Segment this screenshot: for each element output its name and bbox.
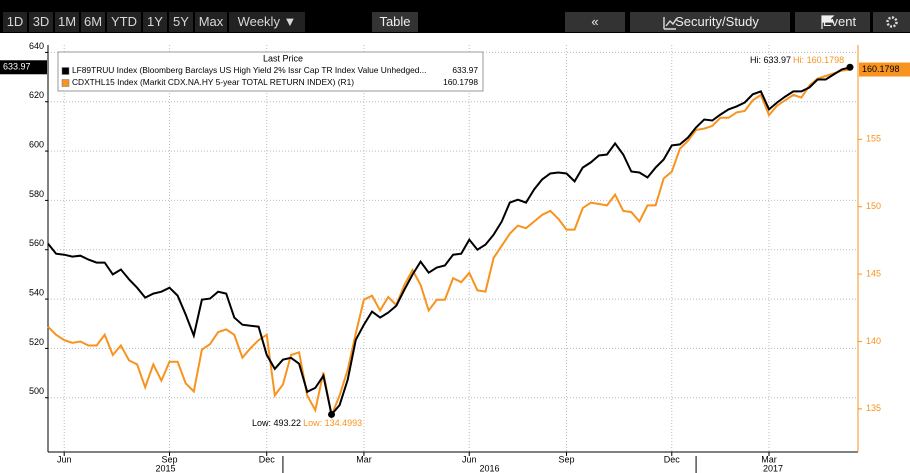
y-tick-label: 620 xyxy=(29,90,44,100)
y2-tick-label: 150 xyxy=(866,201,881,211)
range-button[interactable]: Max xyxy=(195,12,227,32)
legend-swatch xyxy=(61,67,70,75)
y-tick-label: 500 xyxy=(29,386,44,396)
y-tick-label: 600 xyxy=(29,139,44,149)
last-value: 633.97 xyxy=(3,62,31,72)
y-tick-label: 540 xyxy=(29,287,44,297)
low-label: Low: 134.4993 xyxy=(303,418,362,428)
legend xyxy=(57,51,484,92)
y-tick-label: 640 xyxy=(29,41,44,51)
last-value: 160.1798 xyxy=(862,64,900,74)
y-tick-label: 580 xyxy=(29,189,44,199)
low-label-prefix: Low: xyxy=(303,418,322,428)
low-label-value: 493.22 xyxy=(274,418,302,428)
high-label-value: 633.97 xyxy=(764,55,792,65)
high-label: Hi: 633.97 xyxy=(750,55,791,65)
range-button[interactable]: 5Y xyxy=(169,12,193,32)
x-tick-label: Dec xyxy=(259,454,276,464)
year-label: 2017 xyxy=(763,463,783,473)
range-button[interactable]: Weekly ▼ xyxy=(229,12,305,32)
legend-value: 633.97 xyxy=(452,65,478,75)
y2-tick-label: 140 xyxy=(866,336,881,346)
y2-tick-label: 155 xyxy=(866,134,881,144)
high-label: Hi: 160.1798 xyxy=(793,55,844,65)
year-label: 2016 xyxy=(479,463,499,473)
toolbar-button[interactable]: « xyxy=(565,12,625,32)
low-dot xyxy=(328,410,336,418)
high-dot xyxy=(846,63,854,71)
range-button[interactable]: 1Y xyxy=(143,12,167,32)
low-label: Low: 493.22 xyxy=(252,418,301,428)
x-tick-label: Dec xyxy=(664,454,681,464)
range-button[interactable]: 6M xyxy=(81,12,105,32)
x-tick-label: Sep xyxy=(558,454,574,464)
series-line xyxy=(47,68,851,420)
legend-title: Last Price xyxy=(263,53,303,63)
legend-label: CDXTHL15 Index (Markit CDX.NA.HY 5-year … xyxy=(72,77,354,87)
high-label-prefix: Hi: xyxy=(750,55,761,65)
y-tick-label: 560 xyxy=(29,238,44,248)
y2-tick-label: 135 xyxy=(866,403,881,413)
year-label: 2015 xyxy=(155,463,175,473)
y-tick-label: 520 xyxy=(29,337,44,347)
last-value-box xyxy=(859,62,910,77)
plot-area xyxy=(0,33,910,473)
range-button[interactable]: 1M xyxy=(55,12,79,32)
low-label-prefix: Low: xyxy=(252,418,271,428)
x-tick-label: Sep xyxy=(162,454,178,464)
range-button[interactable]: 1D xyxy=(3,12,27,32)
x-tick-label: Jun xyxy=(462,454,477,464)
legend-value: 160.1798 xyxy=(443,77,478,87)
last-value-box xyxy=(0,60,47,75)
x-tick-label: Jun xyxy=(57,454,72,464)
legend-swatch xyxy=(61,79,70,87)
y2-tick-label: 145 xyxy=(866,268,881,278)
toolbar: 1D 3D 1M 6M YTD 1Y 5Y Max Weekly ▼ Table «Security… xyxy=(0,0,910,33)
high-label-prefix: Hi: xyxy=(793,55,804,65)
range-button[interactable]: 3D xyxy=(29,12,53,32)
low-label-value: 134.4993 xyxy=(325,418,363,428)
high-label-value: 160.1798 xyxy=(807,55,845,65)
legend-label: LF89TRUU Index (Bloomberg Barclays US Hi… xyxy=(72,65,426,75)
series-line xyxy=(47,66,851,417)
table-button[interactable]: Table xyxy=(372,12,418,32)
x-tick-label: Mar xyxy=(761,454,777,464)
range-button[interactable]: YTD xyxy=(107,12,141,32)
x-tick-label: Mar xyxy=(356,454,372,464)
